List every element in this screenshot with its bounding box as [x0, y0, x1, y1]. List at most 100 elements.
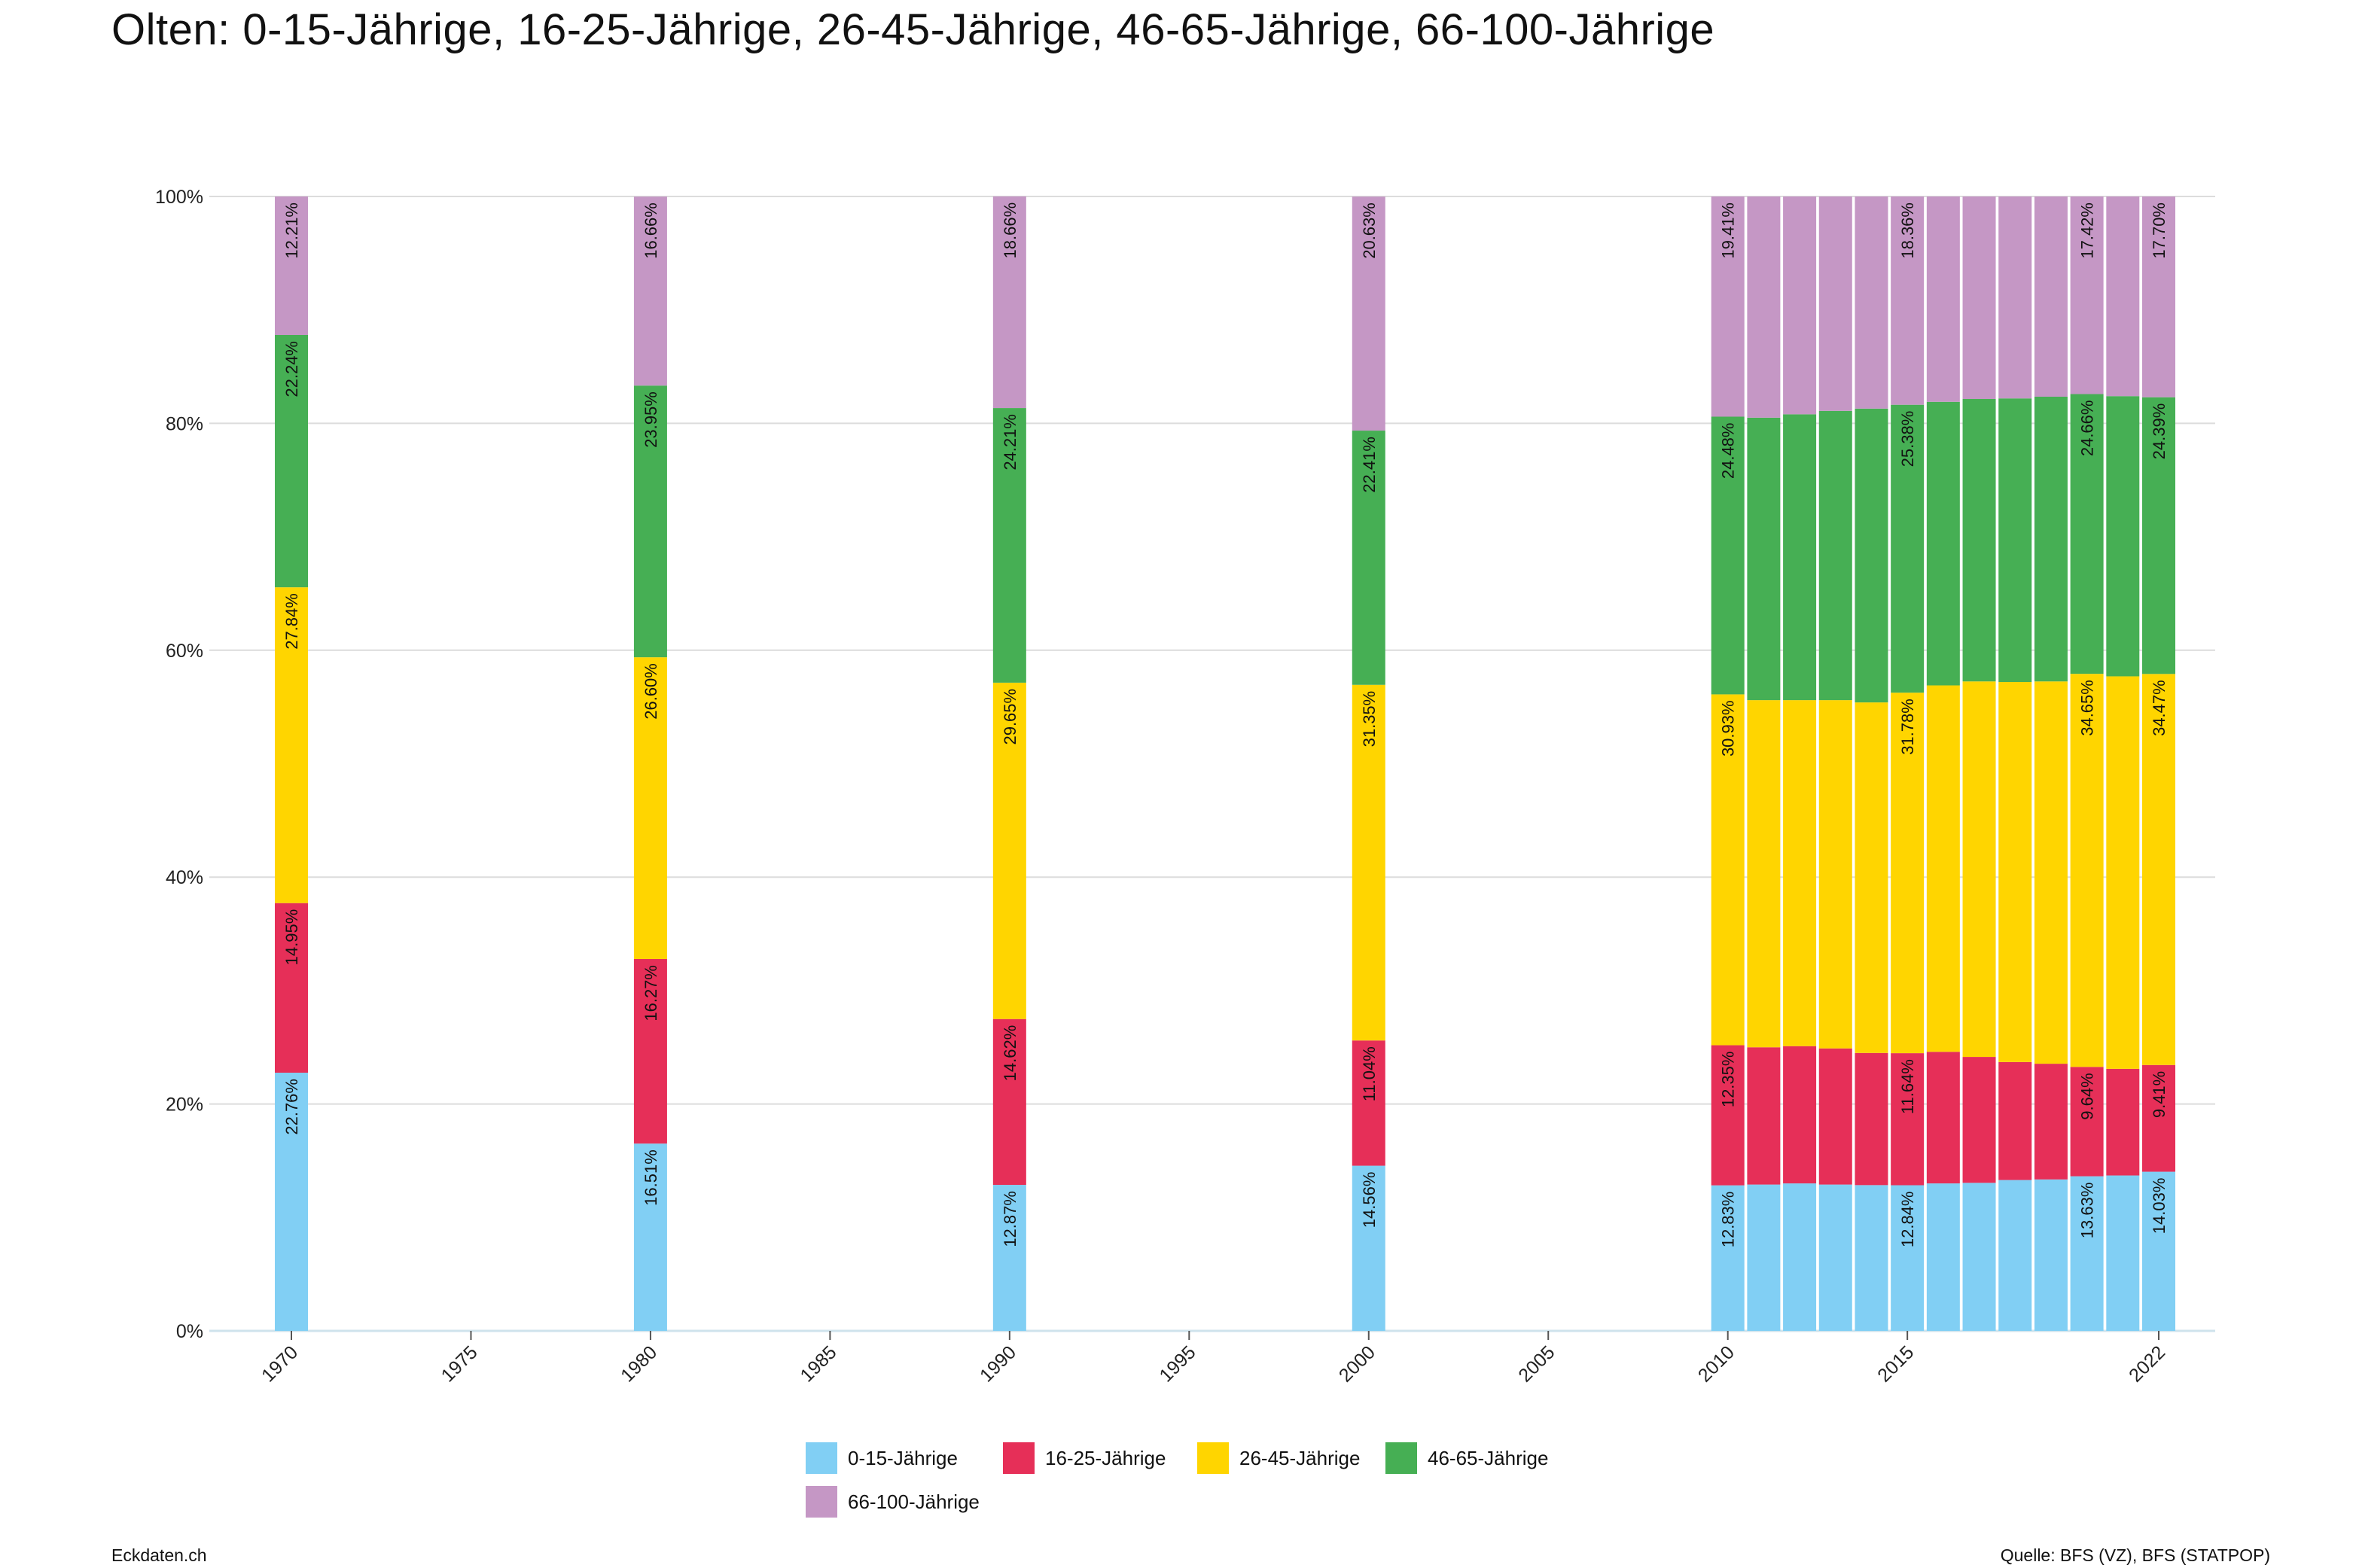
data-label: 22.76% [282, 1079, 301, 1135]
x-tick-label: 1985 [796, 1341, 840, 1386]
bar-segment [2106, 1175, 2140, 1331]
bar-segment [1926, 685, 1960, 1052]
bar-segment [1352, 1165, 1385, 1331]
bar-segment [992, 196, 1026, 409]
bar-segment [1818, 1048, 1852, 1185]
x-tick-label: 2000 [1335, 1341, 1379, 1386]
data-label: 14.95% [282, 909, 301, 966]
bar-segment [992, 408, 1026, 683]
bar-segment [992, 1018, 1026, 1186]
data-label: 24.21% [1001, 414, 1020, 470]
legend-item: 26-45-Jährige [1197, 1442, 1360, 1474]
data-label: 24.48% [1719, 423, 1738, 480]
x-tick-label: 1970 [258, 1341, 302, 1386]
legend-item: 0-15-Jährige [806, 1442, 958, 1474]
bar-segment [1711, 694, 1745, 1046]
data-label: 31.35% [1360, 691, 1379, 747]
legend-label: 0-15-Jährige [848, 1446, 958, 1469]
bar-segment [1352, 431, 1385, 685]
bar-segment [1711, 1185, 1745, 1331]
bar-segment [2070, 674, 2104, 1067]
bar-segment [1891, 196, 1925, 405]
bar-segment [2106, 196, 2140, 397]
bar-segment [1998, 1180, 2032, 1331]
bar-segment [633, 196, 667, 386]
bar-segment [1711, 196, 1745, 417]
legend-swatch [806, 1442, 837, 1474]
bar-segment [275, 1073, 308, 1331]
data-label: 18.36% [1898, 202, 1917, 259]
data-label: 11.64% [1898, 1059, 1917, 1114]
bar-segment [1891, 1185, 1925, 1331]
bar-segment [1962, 1057, 1996, 1183]
data-label: 12.35% [1719, 1052, 1738, 1108]
x-tick-label: 2010 [1694, 1341, 1739, 1386]
bar-segment [1352, 684, 1385, 1041]
data-label: 14.56% [1360, 1172, 1379, 1229]
bar-segment [1747, 700, 1781, 1048]
bar-segment [1783, 1046, 1817, 1184]
bar-segment [1747, 417, 1781, 701]
y-axis-ticks: 0% 20% 40% 60% 80% 100% [155, 187, 203, 1342]
bar-segment [1926, 401, 1960, 686]
bar-segment [2142, 397, 2175, 674]
bar-segment [1926, 1052, 1960, 1184]
bar-segment [1962, 196, 1996, 399]
x-tick-label: 2022 [2125, 1341, 2169, 1386]
bar-segment [2070, 1176, 2104, 1331]
data-label: 9.64% [2078, 1073, 2097, 1119]
data-label: 12.83% [1719, 1192, 1738, 1248]
bar-segment [633, 959, 667, 1144]
data-label: 12.84% [1898, 1192, 1917, 1248]
bar-segment [1891, 1053, 1925, 1186]
bar-segment [2142, 196, 2175, 397]
bar-segment [275, 587, 308, 903]
data-label: 22.24% [282, 341, 301, 397]
bar-segment [1962, 681, 1996, 1058]
data-label: 9.41% [2150, 1071, 2169, 1118]
bar-segment [1711, 1045, 1745, 1186]
y-tick-label: 0% [176, 1321, 203, 1342]
y-tick-label: 60% [166, 641, 203, 662]
bar-segment [633, 1143, 667, 1331]
bar-segment [1891, 404, 1925, 693]
x-axis-ticks: 1970 1975 1980 1985 1990 1995 2000 2005 2010 2015… [258, 1331, 2169, 1387]
data-label: 29.65% [1001, 689, 1020, 745]
x-tick-label: 1975 [437, 1341, 482, 1386]
bar-segment [1783, 700, 1817, 1046]
data-label: 34.47% [2150, 680, 2169, 736]
bar-segment [1818, 196, 1852, 411]
bar-segment [1352, 1040, 1385, 1166]
bar-segment [1783, 196, 1817, 415]
bar-segment [275, 335, 308, 588]
bar-segment [1891, 693, 1925, 1054]
bar-segment [2034, 196, 2068, 397]
bar-segment [2142, 674, 2175, 1065]
legend-swatch [1197, 1442, 1229, 1474]
bar-segment [1926, 196, 1960, 402]
bar-segment [1747, 1047, 1781, 1185]
bar-segment [633, 385, 667, 658]
bar-segment [992, 1185, 1026, 1331]
legend-label: 16-25-Jährige [1045, 1446, 1166, 1469]
bar-segment [2106, 676, 2140, 1069]
data-label: 17.42% [2078, 202, 2097, 259]
x-tick-label: 1990 [976, 1341, 1020, 1386]
bar-segment [1998, 398, 2032, 682]
data-label: 23.95% [642, 391, 660, 448]
legend-swatch [806, 1486, 837, 1518]
data-label: 31.78% [1898, 699, 1917, 755]
data-label: 24.66% [2078, 400, 2097, 457]
bar-segment [275, 903, 308, 1073]
data-label: 11.04% [1360, 1046, 1379, 1101]
data-label: 17.70% [2150, 202, 2169, 259]
data-label: 30.93% [1719, 700, 1738, 757]
x-tick-label: 2015 [1873, 1341, 1918, 1386]
data-label: 34.65% [2078, 680, 2097, 736]
data-label: 18.66% [1001, 202, 1020, 259]
data-label: 13.63% [2078, 1183, 2097, 1239]
data-label: 20.63% [1360, 202, 1379, 259]
bar-segment [1926, 1183, 1960, 1331]
bar-segment [1711, 416, 1745, 695]
